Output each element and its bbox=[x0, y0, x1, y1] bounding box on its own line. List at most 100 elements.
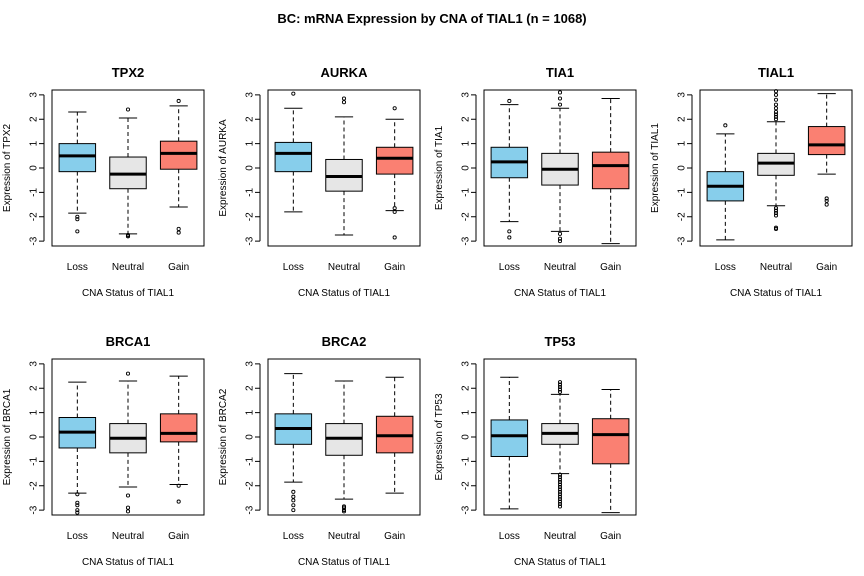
x-tick-label: Loss bbox=[67, 262, 88, 273]
x-tick-label: Loss bbox=[715, 262, 736, 273]
y-tick-label: 1 bbox=[29, 140, 40, 146]
box-loss bbox=[58, 381, 97, 515]
y-tick-label: -2 bbox=[29, 212, 40, 221]
outlier-point bbox=[291, 508, 296, 513]
outlier-point bbox=[75, 500, 80, 505]
outlier-point bbox=[507, 229, 512, 234]
box-loss bbox=[274, 373, 313, 513]
outlier-point bbox=[557, 504, 563, 509]
x-tick-label: Neutral bbox=[760, 262, 792, 273]
box-gain bbox=[591, 98, 630, 245]
outlier-point bbox=[125, 234, 131, 239]
y-tick-label: -2 bbox=[29, 481, 40, 490]
outlier-point bbox=[125, 505, 131, 510]
box-neutral bbox=[109, 107, 147, 239]
panel-title: BRCA1 bbox=[106, 334, 151, 349]
boxplot-panel: TIA1 -3 -2 -1 0 1 2 3 Expression of TIA1 CNA Stat… bbox=[434, 65, 637, 299]
x-tick-label: Neutral bbox=[544, 262, 576, 273]
outlier-point bbox=[557, 472, 563, 477]
outlier-point bbox=[392, 106, 397, 111]
outlier-point bbox=[557, 484, 563, 490]
x-tick-label: Neutral bbox=[544, 531, 576, 542]
outlier-point bbox=[773, 114, 779, 119]
y-tick-label: 2 bbox=[245, 385, 256, 391]
y-tick-label: 3 bbox=[245, 92, 256, 98]
y-tick-label: -1 bbox=[29, 456, 40, 465]
outlier-point bbox=[75, 217, 80, 222]
x-tick-label: Gain bbox=[384, 531, 405, 542]
boxplot-panel: TP53 -3 -2 -1 0 1 2 3 Expression of TP53 CNA Stat… bbox=[434, 334, 637, 568]
outlier-point bbox=[824, 196, 829, 201]
y-tick-label: 1 bbox=[461, 140, 472, 146]
y-tick-label: 1 bbox=[461, 409, 472, 415]
y-tick-label: 3 bbox=[245, 361, 256, 367]
box-gain bbox=[591, 388, 630, 514]
y-axis-label: Expression of TP53 bbox=[434, 393, 445, 481]
plot-frame bbox=[267, 89, 421, 247]
y-axis-label: Expression of TIA1 bbox=[434, 125, 445, 210]
x-axis-label: CNA Status of TIAL1 bbox=[730, 288, 823, 299]
outlier-point bbox=[176, 230, 181, 235]
boxplot-panel: BRCA2 -3 -2 -1 0 1 2 3 Expression of BRCA2 CNA St… bbox=[218, 334, 421, 568]
box-loss bbox=[490, 98, 529, 240]
box-loss bbox=[274, 91, 313, 213]
outlier-point bbox=[176, 483, 181, 488]
outlier-point bbox=[557, 482, 563, 487]
box-loss bbox=[490, 376, 529, 510]
y-tick-label: -2 bbox=[245, 212, 256, 221]
y-tick-label: 0 bbox=[245, 434, 256, 440]
x-tick-label: Gain bbox=[168, 262, 189, 273]
outlier-point bbox=[557, 492, 563, 497]
x-tick-label: Neutral bbox=[328, 262, 360, 273]
outlier-point bbox=[125, 107, 131, 112]
outlier-point bbox=[557, 497, 563, 502]
y-tick-label: -1 bbox=[461, 456, 472, 465]
iqr-box bbox=[274, 141, 313, 173]
y-tick-label: 3 bbox=[29, 361, 40, 367]
y-tick-label: 3 bbox=[29, 92, 40, 98]
box-neutral bbox=[757, 89, 795, 231]
outlier-point bbox=[507, 98, 512, 104]
outlier-point bbox=[341, 505, 347, 510]
y-tick-label: -3 bbox=[29, 236, 40, 245]
outlier-point bbox=[176, 98, 181, 104]
y-tick-label: -3 bbox=[461, 505, 472, 514]
outlier-point bbox=[75, 214, 80, 219]
outlier-point bbox=[557, 236, 563, 241]
y-tick-label: 3 bbox=[461, 92, 472, 98]
outlier-point bbox=[341, 509, 347, 514]
box-gain bbox=[159, 98, 198, 235]
iqr-box bbox=[58, 143, 97, 173]
box-gain bbox=[807, 93, 846, 207]
x-tick-label: Loss bbox=[499, 531, 520, 542]
iqr-box bbox=[159, 413, 198, 443]
boxplot-panel: BRCA1 -3 -2 -1 0 1 2 3 Expression of BRCA1 CNA St… bbox=[2, 334, 205, 568]
outlier-point bbox=[773, 226, 779, 231]
outlier-point bbox=[557, 90, 563, 95]
outlier-point bbox=[773, 208, 779, 213]
y-tick-label: -1 bbox=[677, 187, 688, 196]
panel-title: AURKA bbox=[321, 65, 369, 80]
outlier-point bbox=[557, 96, 563, 101]
x-tick-label: Gain bbox=[816, 262, 837, 273]
outlier-point bbox=[557, 489, 563, 494]
y-axis-label: Expression of TIAL1 bbox=[650, 123, 661, 213]
outlier-point bbox=[75, 510, 80, 515]
x-tick-label: Neutral bbox=[112, 262, 144, 273]
y-tick-label: 3 bbox=[677, 92, 688, 98]
y-tick-label: 0 bbox=[245, 165, 256, 171]
outlier-point bbox=[773, 112, 779, 117]
outlier-point bbox=[557, 494, 563, 499]
panel-title: TPX2 bbox=[112, 65, 145, 80]
iqr-box bbox=[375, 146, 414, 175]
outlier-point bbox=[557, 380, 563, 385]
y-tick-label: -3 bbox=[29, 505, 40, 514]
outlier-point bbox=[824, 198, 829, 203]
outlier-point bbox=[291, 494, 296, 499]
outlier-point bbox=[125, 509, 131, 514]
outlier-point bbox=[291, 91, 296, 96]
outlier-point bbox=[125, 493, 131, 498]
iqr-box bbox=[591, 418, 630, 465]
